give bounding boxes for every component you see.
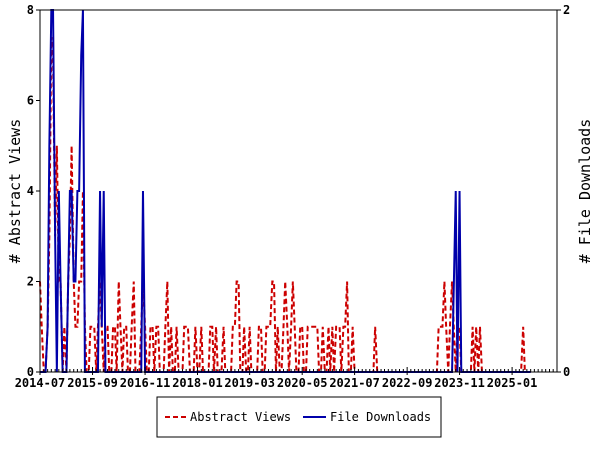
series-line-file-downloads [40,9,531,373]
x-tick-label: 2014-07 [15,376,66,390]
right-axis: 02 [557,3,570,379]
legend-box [156,396,442,438]
left-axis: 0 2 4 6 8 [27,3,40,379]
legend-label-abstract-views: Abstract Views [190,410,291,424]
x-tick-label: 2016-11 [120,376,171,390]
x-tick-label: 2021-07 [329,376,380,390]
left-tick-label: 8 [27,3,34,17]
x-tick-label: 2018-01 [172,376,223,390]
x-tick-label: 2022-09 [382,376,433,390]
left-tick-label: 6 [27,94,34,108]
legend-label-file-downloads: File Downloads [330,410,431,424]
x-tick-label: 2019-03 [224,376,275,390]
x-tick-label: 2023-11 [434,376,485,390]
left-tick-label: 0 [27,365,34,379]
legend: Abstract Views File Downloads [156,396,442,438]
x-tick-label: 2020-05 [277,376,328,390]
plot-series [39,9,531,373]
left-axis-label: # Abstract Views [6,119,24,264]
x-axis: 2014-07 2015-09 2016-11 2018-01 2019-03 2020-… [15,367,558,390]
x-tick-label: 2025-01 [487,376,538,390]
left-tick-label: 4 [27,184,34,198]
x-tick-label: 2015-09 [67,376,118,390]
right-axis-label: # File Downloads [576,119,594,264]
right-tick-label: 2 [563,3,570,17]
right-tick-label: 0 [563,365,570,379]
left-tick-label: 2 [27,275,34,289]
series-line-abstract-views [39,37,531,373]
